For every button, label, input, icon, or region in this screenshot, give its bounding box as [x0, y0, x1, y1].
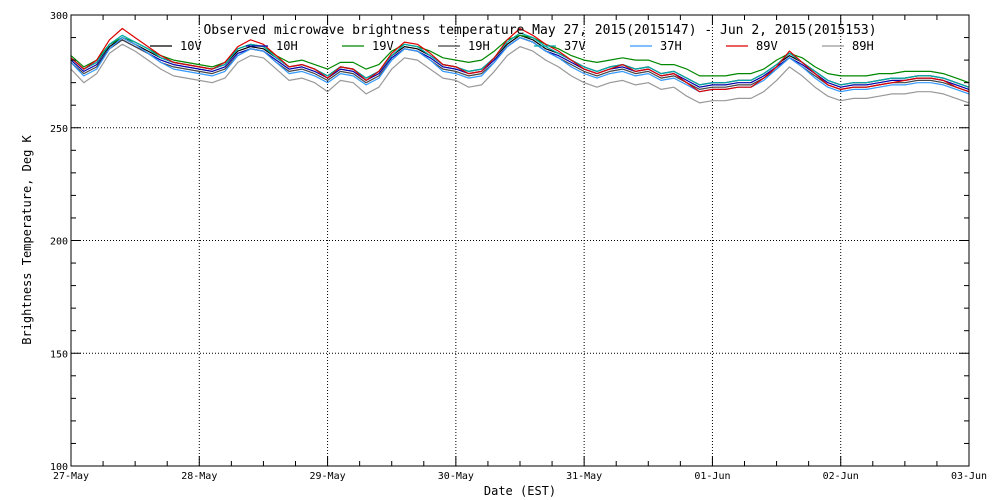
legend-label-19h: 19H — [468, 39, 490, 53]
axis-ticks — [70, 14, 970, 467]
legend-label-89v: 89V — [756, 39, 778, 53]
y-tick-label: 100 — [50, 462, 68, 473]
legend-label-89h: 89H — [852, 39, 874, 53]
y-tick-label: 150 — [50, 349, 68, 360]
x-tick-labels: 27-May 28-May 29-May 30-May 31-May 01-Jun 02-J… — [53, 471, 987, 482]
x-tick-label: 02-Jun — [823, 471, 859, 482]
y-tick-label: 300 — [50, 11, 68, 22]
legend-label-19v: 19V — [372, 39, 394, 53]
series-line-37v — [70, 32, 970, 88]
series-lines — [70, 27, 970, 104]
legend-label-10v: 10V — [180, 39, 202, 53]
x-tick-label: 27-May — [53, 471, 89, 482]
x-axis-title: Date (EST) — [484, 484, 556, 498]
x-tick-label: 03-Jun — [951, 471, 987, 482]
y-tick-label: 250 — [50, 124, 68, 135]
y-tick-label: 200 — [50, 237, 68, 248]
x-tick-label: 31-May — [566, 471, 602, 482]
legend-label-37v: 37V — [564, 39, 586, 53]
series-line-19v — [70, 34, 970, 84]
x-tick-label: 30-May — [438, 471, 474, 482]
chart-title: Observed microwave brightness temperatur… — [203, 23, 876, 38]
series-line-89v — [70, 27, 970, 93]
legend-label-10h: 10H — [276, 39, 298, 53]
legend: 10V 10H 19V 19H 37V 37H 89V 89H — [150, 39, 874, 53]
y-axis-title: Brightness Temperature, Deg K — [20, 134, 34, 344]
x-tick-label: 29-May — [310, 471, 346, 482]
grid-lines — [71, 15, 969, 466]
x-tick-label: 01-Jun — [694, 471, 730, 482]
legend-label-37h: 37H — [660, 39, 682, 53]
x-tick-label: 28-May — [181, 471, 217, 482]
series-line-37h — [70, 36, 970, 95]
series-line-89h — [70, 43, 970, 104]
y-tick-labels: 100 150 200 250 300 — [50, 11, 68, 473]
